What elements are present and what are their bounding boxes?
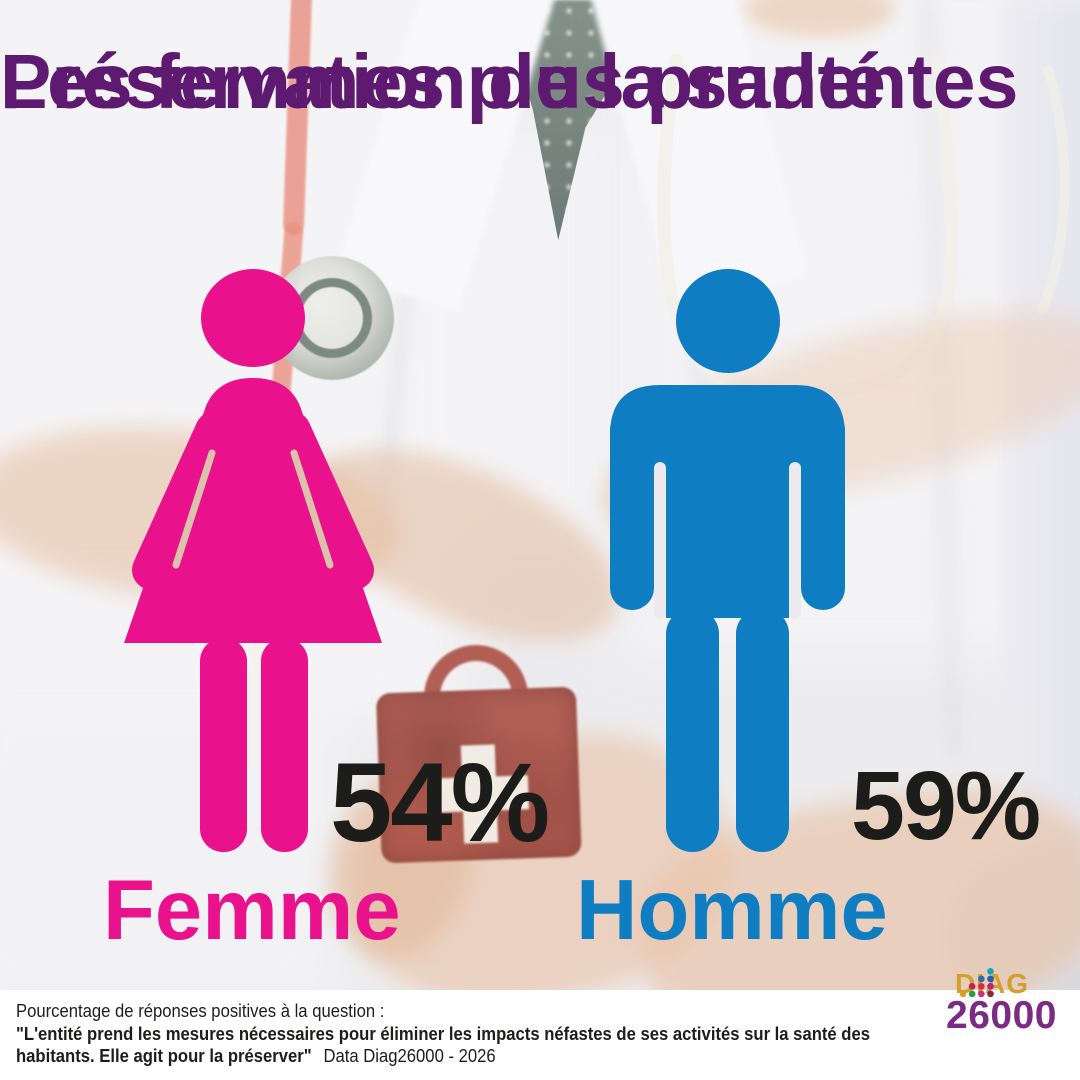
footer-source: Data Diag26000 - 2026 bbox=[323, 1045, 496, 1066]
footer-quote-line2: habitants. Elle agit pour la préserver" bbox=[16, 1045, 312, 1066]
male-pictogram-icon bbox=[610, 269, 845, 852]
footer-bar: Pourcentage de réponses positives à la q… bbox=[0, 968, 1080, 1080]
stat-value-femme: 54% bbox=[330, 740, 550, 865]
logo-text-26000: 26000 bbox=[946, 994, 1057, 1037]
label-femme: Femme bbox=[103, 863, 401, 958]
footer-caption: Pourcentage de réponses positives à la q… bbox=[16, 1000, 1078, 1068]
footer-intro: Pourcentage de réponses positives à la q… bbox=[16, 1000, 385, 1021]
title-line-1: Préservation de la santé bbox=[0, 39, 886, 125]
label-homme: Homme bbox=[576, 863, 888, 958]
logo-dots-icon bbox=[959, 968, 994, 998]
footer-quote-line1: "L'entité prend les mesures nécessaires … bbox=[16, 1022, 871, 1044]
stat-value-homme: 59% bbox=[851, 751, 1041, 860]
female-pictogram-icon bbox=[124, 269, 382, 852]
title-line-2: Les femmes plus prudentes bbox=[0, 39, 1019, 125]
stethoscope-chestpiece-icon bbox=[270, 256, 394, 380]
